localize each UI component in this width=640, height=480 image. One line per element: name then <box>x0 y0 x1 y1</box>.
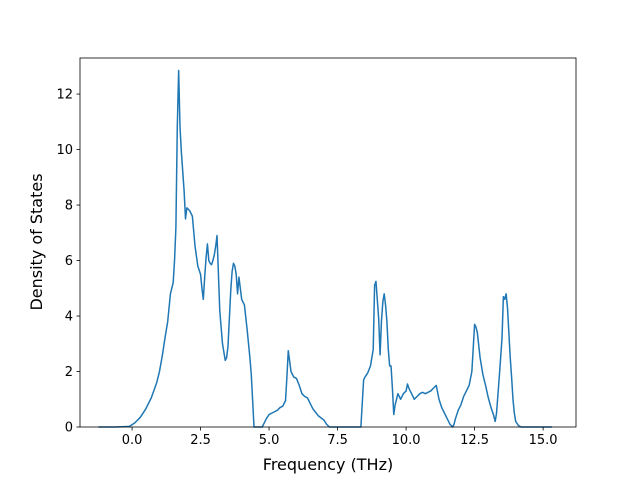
x-tick-label: 0.0 <box>122 433 143 448</box>
y-tick-label: 8 <box>65 199 73 214</box>
x-axis-ticks: 0.0 2.5 5.0 7.5 10.0 12.5 15.0 <box>122 427 558 448</box>
y-tick-label: 2 <box>65 365 73 380</box>
y-tick-label: 10 <box>56 143 73 158</box>
y-tick-label: 4 <box>65 310 73 325</box>
x-tick-label: 15.0 <box>529 433 558 448</box>
y-axis-ticks: 0 2 4 6 8 10 12 <box>56 88 80 436</box>
x-tick-label: 5.0 <box>259 433 280 448</box>
y-tick-label: 12 <box>56 88 73 103</box>
x-axis-label: Frequency (THz) <box>263 455 393 474</box>
plot-area <box>79 57 577 428</box>
dos-series-line-0 <box>98 69 553 428</box>
axes-frame <box>79 57 577 428</box>
x-tick-label: 7.5 <box>327 433 348 448</box>
y-axis-label: Density of States <box>27 173 46 310</box>
y-tick-label: 0 <box>65 421 73 436</box>
x-tick-label: 12.5 <box>460 433 489 448</box>
y-tick-label: 6 <box>65 254 73 269</box>
x-tick-label: 2.5 <box>190 433 211 448</box>
x-tick-label: 10.0 <box>392 433 421 448</box>
